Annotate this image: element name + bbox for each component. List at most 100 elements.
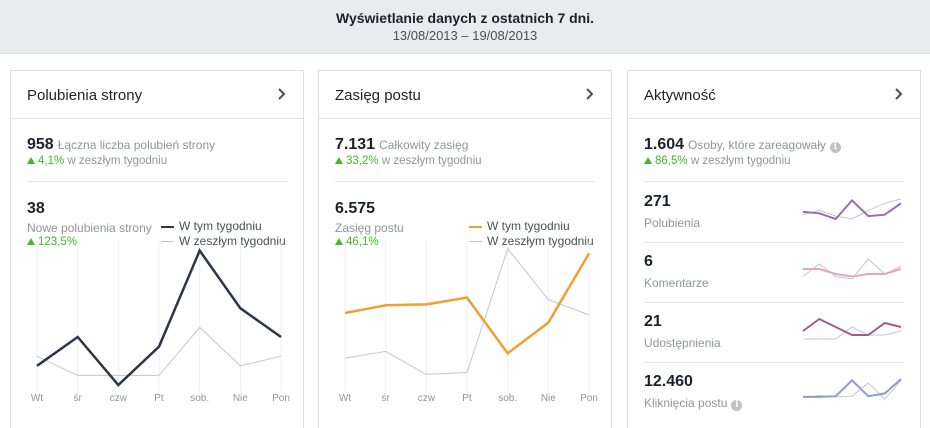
x-tick-label: czw	[418, 393, 436, 404]
legend-this-week: W tym tygodniu	[161, 219, 286, 234]
shares-sparkline	[802, 317, 902, 340]
reach-last-week-line	[344, 247, 590, 375]
legend-label: W tym tygodniu	[179, 219, 262, 233]
x-tick-label: czw	[110, 393, 128, 404]
x-tick-label: śr	[73, 393, 82, 404]
engagement-row-comments[interactable]: 6 Komentarze	[644, 242, 904, 302]
legend-label: W zeszłym tygodniu	[487, 234, 594, 248]
likes-this-week-line	[36, 248, 282, 387]
legend-last-week: W zeszłym tygodniu	[161, 234, 286, 249]
x-tick-label: Wt	[339, 393, 351, 404]
total-likes-value: 958	[27, 136, 54, 153]
post-reach-label: Zasięg postu	[335, 221, 404, 235]
likes-last-week-line	[36, 326, 282, 376]
divider	[335, 181, 595, 182]
sparkline-this-week	[803, 268, 902, 278]
page-likes-card: Polubienia strony 958 Łączna liczba polub…	[10, 70, 304, 428]
chevron-right-icon[interactable]	[275, 86, 289, 102]
sparkline-this-week	[803, 378, 902, 398]
date-range-banner: Wyświetlanie danych z ostatnich 7 dni. 1…	[0, 0, 930, 54]
x-tick-label: śr	[381, 393, 390, 404]
new-likes-label: Nowe polubienia strony	[27, 221, 152, 235]
engagement-card-header[interactable]: Aktywność	[628, 71, 920, 119]
x-tick-label: Pon	[580, 393, 598, 404]
x-tick-label: sob.	[190, 393, 209, 404]
change-suffix: w zeszłym tygodniu	[67, 155, 168, 167]
legend-label: W zeszłym tygodniu	[179, 234, 286, 248]
sparkline-last-week	[802, 198, 902, 220]
divider	[644, 302, 904, 303]
legend-label: W tym tygodniu	[487, 219, 570, 233]
engagement-row-shares[interactable]: 21 Udostępnienia	[644, 302, 904, 362]
x-tick-label: Wt	[31, 393, 43, 404]
row-value: 6	[644, 253, 653, 270]
engagement-row-post-clicks[interactable]: 12.460 Kliknięcia postu i	[644, 362, 904, 422]
sparkline-this-week	[802, 317, 902, 336]
row-label: Polubienia	[644, 216, 701, 230]
page-likes-chart: Wt śr czw Pt sob. Nie Pon	[31, 241, 290, 404]
x-tick-label: Pon	[272, 393, 290, 404]
row-value: 12.460	[644, 373, 693, 390]
post-reach-card: Zasięg postu 7.131 Całkowity zasięg 33,2%…	[318, 70, 612, 428]
card-title: Polubienia strony	[27, 87, 143, 104]
chevron-right-icon[interactable]	[892, 86, 906, 102]
post-clicks-sparkline	[802, 378, 902, 400]
engaged-users-summary: 1.604 Osoby, które zareagowały i 86,5% w z…	[644, 135, 841, 167]
total-reach-summary: 7.131 Całkowity zasięg 33,2% w zeszłym ty…	[335, 135, 482, 167]
total-reach-change: 33,2% w zeszłym tygodniu	[335, 155, 482, 167]
row-label: Komentarze	[644, 276, 709, 290]
engaged-users-label: Osoby, które zareagowały	[688, 138, 826, 152]
x-axis: Wt śr czw Pt sob. Nie Pon	[339, 393, 598, 404]
change-percent: 46,1%	[346, 236, 379, 248]
change-percent: 4,1%	[38, 155, 65, 167]
comments-sparkline	[802, 258, 902, 280]
post-reach-chart: Wt śr czw Pt sob. Nie Pon	[339, 241, 598, 404]
chart-legend: W tym tygodniu W zeszłym tygodniu	[161, 219, 286, 249]
up-arrow-icon	[27, 238, 35, 245]
banner-title: Wyświetlanie danych z ostatnich 7 dni.	[335, 10, 595, 26]
up-arrow-icon	[27, 157, 35, 164]
chevron-right-icon[interactable]	[583, 86, 597, 102]
chart-legend: W tym tygodniu W zeszłym tygodniu	[469, 219, 594, 249]
change-percent: 123,5%	[38, 236, 78, 248]
change-percent: 33,2%	[346, 155, 379, 167]
info-icon[interactable]: i	[829, 142, 841, 153]
sparkline-this-week	[802, 198, 902, 221]
total-likes-summary: 958 Łączna liczba polubień strony 4,1% w …	[27, 135, 215, 167]
row-value: 21	[644, 313, 662, 330]
divider	[644, 362, 904, 363]
engagement-card: Aktywność 1.604 Osoby, które zareagowały i…	[627, 70, 921, 428]
likes-sparkline	[802, 198, 902, 221]
legend-swatch	[161, 225, 174, 228]
sparkline-last-week	[803, 326, 902, 340]
total-reach-value: 7.131	[335, 136, 376, 153]
card-title: Aktywność	[644, 87, 716, 104]
card-title: Zasięg postu	[335, 87, 421, 104]
legend-swatch	[469, 225, 482, 228]
change-percent: 86,5%	[655, 155, 688, 167]
up-arrow-icon	[335, 157, 343, 164]
total-likes-label: Łączna liczba polubień strony	[57, 138, 216, 152]
row-value: 271	[644, 193, 671, 210]
banner-date-range: 13/08/2013 – 19/08/2013	[392, 28, 538, 43]
post-reach-summary: 6.575 Zasięg postu 46,1%	[335, 199, 404, 249]
sparkline-last-week	[802, 380, 902, 400]
divider	[27, 181, 287, 182]
row-label: Kliknięcia postu i	[644, 396, 743, 411]
legend-this-week: W tym tygodniu	[469, 219, 594, 234]
engagement-row-likes[interactable]: 271 Polubienia	[644, 182, 904, 242]
engaged-users-change: 86,5% w zeszłym tygodniu	[644, 155, 841, 167]
legend-last-week: W zeszłym tygodniu	[469, 234, 594, 249]
post-reach-card-header[interactable]: Zasięg postu	[319, 71, 611, 119]
info-icon[interactable]: i	[731, 400, 743, 411]
new-likes-value: 38	[27, 200, 45, 217]
total-likes-change: 4,1% w zeszłym tygodniu	[27, 155, 215, 167]
x-axis: Wt śr czw Pt sob. Nie Pon	[31, 393, 290, 404]
row-label: Udostępnienia	[644, 336, 721, 350]
total-reach-label: Całkowity zasięg	[379, 138, 469, 152]
up-arrow-icon	[644, 157, 652, 164]
page-likes-card-header[interactable]: Polubienia strony	[11, 71, 303, 119]
legend-swatch	[161, 241, 174, 242]
x-tick-label: Pt	[462, 393, 472, 404]
x-tick-label: Nie	[233, 393, 248, 404]
